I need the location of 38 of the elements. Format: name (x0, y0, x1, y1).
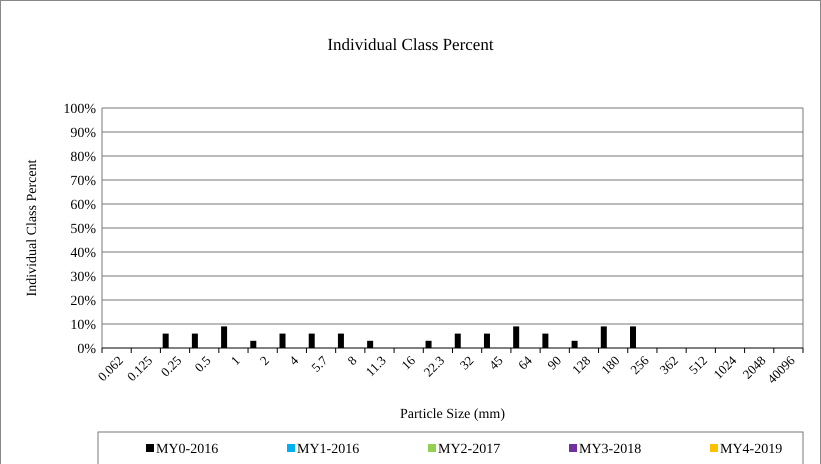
legend-label: MY1-2016 (297, 442, 360, 457)
legend-label: MY0-2016 (156, 442, 218, 457)
legend-label: MY2-2017 (438, 442, 500, 457)
y-tick-label: 60% (70, 198, 96, 213)
x-tick-label: 180 (598, 352, 622, 378)
x-tick-label: 32 (456, 352, 476, 373)
x-tick-label: 4 (286, 352, 302, 368)
y-tick-label: 50% (70, 222, 96, 237)
x-tick-label: 16 (398, 352, 418, 373)
x-tick-label: 362 (656, 352, 681, 378)
y-tick-label: 30% (70, 270, 96, 285)
x-tick-label: 512 (686, 352, 710, 378)
legend-label: MY4-2019 (720, 442, 782, 457)
x-tick-label: 8 (344, 352, 360, 368)
y-tick-label: 80% (70, 150, 96, 165)
y-tick-label: 0% (77, 342, 96, 357)
legend-label: MY3-2018 (579, 442, 642, 457)
chart-title: Individual Class Percent (327, 35, 494, 54)
x-tick-label: 11.3 (362, 352, 389, 380)
x-tick-label: 0.5 (191, 352, 214, 375)
x-tick-label: 64 (515, 352, 536, 373)
x-axis-title: Particle Size (mm) (400, 407, 506, 422)
y-tick-label: 20% (70, 294, 96, 309)
x-tick-label: 2 (256, 352, 272, 368)
x-tick-label: 5.7 (308, 352, 331, 375)
y-tick-label: 10% (70, 318, 96, 333)
x-tick-label: 128 (568, 352, 594, 378)
x-tick-label: 256 (627, 352, 652, 378)
x-tick-label: 22.3 (420, 352, 448, 380)
y-tick-label: 70% (70, 174, 96, 189)
x-tick-label: 90 (544, 352, 564, 373)
y-tick-label: 40% (70, 246, 96, 261)
y-tick-label: 100% (63, 102, 96, 117)
x-tick-label: 1 (228, 352, 243, 368)
x-tick-label: 0.25 (158, 352, 184, 380)
y-tick-label: 90% (70, 126, 96, 141)
x-tick-label: 45 (486, 352, 506, 373)
y-axis-title: Individual Class Percent (25, 159, 40, 296)
